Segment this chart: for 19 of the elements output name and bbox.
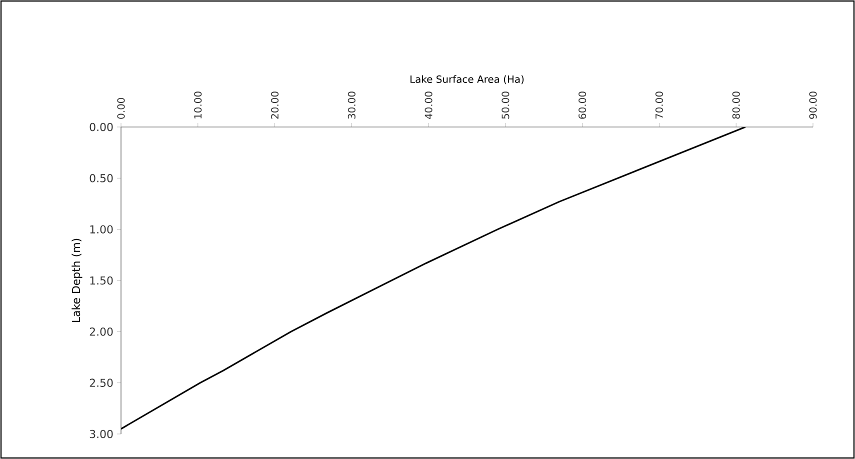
y-tick-label: 2.50 <box>90 378 113 387</box>
y-tick-label: 0.50 <box>90 174 113 182</box>
y-tick-label: 2.00 <box>90 328 113 336</box>
x-tick-label: 20.00 <box>271 92 279 119</box>
y-tick-label: 3.00 <box>90 430 113 438</box>
x-tick-label: 30.00 <box>348 92 356 119</box>
y-tick-label: 1.50 <box>90 276 113 285</box>
y-tick-label: 0.00 <box>90 122 113 132</box>
x-tick-label: 40.00 <box>424 92 432 119</box>
x-tick-label: 50.00 <box>502 92 510 119</box>
y-axis-title: Lake Depth (m) <box>72 238 82 322</box>
x-tick-label: 10.00 <box>194 92 202 118</box>
y-tick-label: 1.00 <box>90 225 113 234</box>
x-tick-label: 60.00 <box>578 92 586 119</box>
x-tick-label: 90.00 <box>809 92 817 119</box>
x-tick-label: 80.00 <box>732 92 740 119</box>
x-axis-title: Lake Surface Area (Ha) <box>410 75 524 84</box>
x-tick-label: 70.00 <box>655 92 663 119</box>
line-series <box>121 126 746 430</box>
